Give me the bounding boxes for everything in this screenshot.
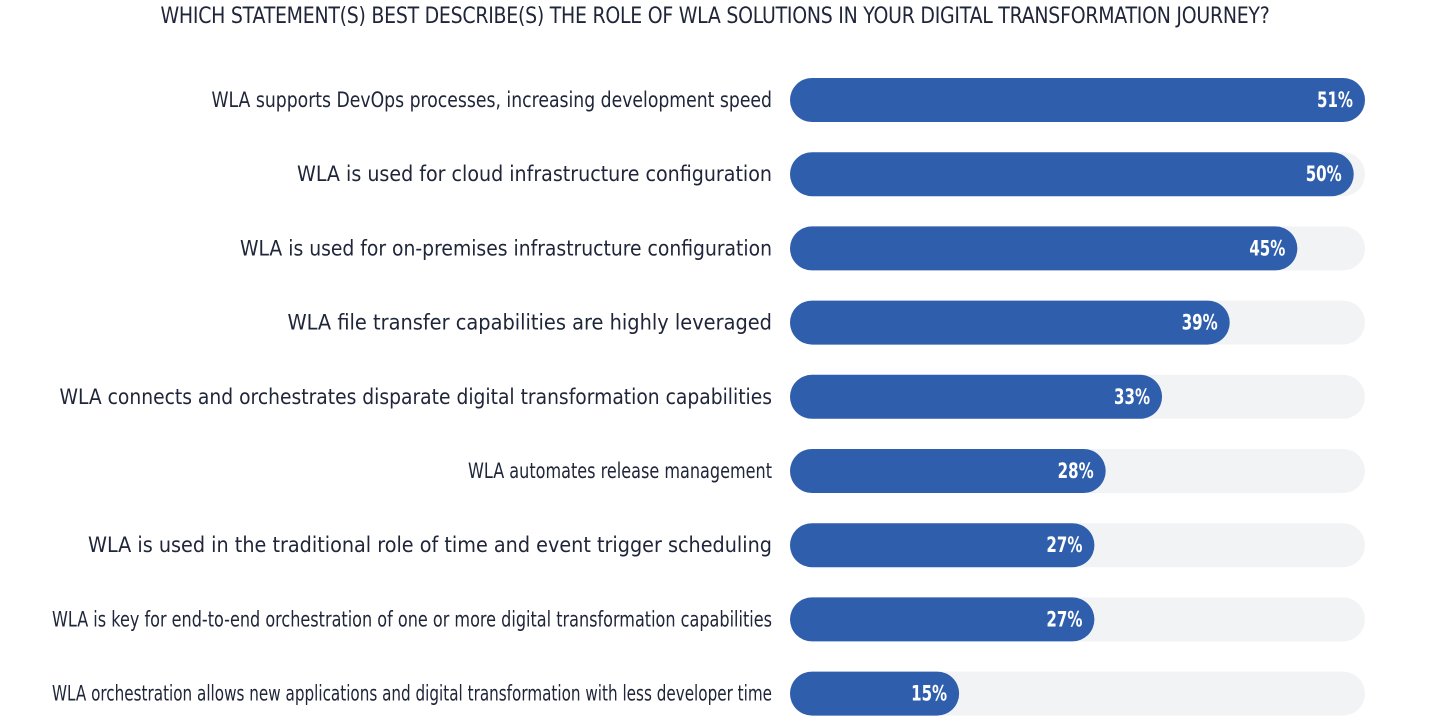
data-label: 51% (1317, 88, 1353, 112)
category-label: WLA orchestration allows new application… (52, 682, 772, 706)
category-label: WLA is used for on-premises infrastructu… (240, 236, 772, 260)
bar (790, 523, 1095, 568)
bar (790, 78, 1365, 122)
category-label: WLA file transfer capabilities are highl… (288, 311, 773, 335)
bar (790, 449, 1106, 493)
data-label: 39% (1182, 311, 1218, 335)
bar (790, 597, 1095, 642)
category-label: WLA connects and orchestrates disparate … (60, 385, 773, 409)
bar (790, 226, 1298, 271)
data-label: 33% (1114, 385, 1150, 409)
bar (790, 374, 1163, 419)
bar (790, 671, 960, 716)
category-label: WLA automates release management (468, 459, 772, 483)
data-label: 45% (1249, 236, 1285, 260)
bar (790, 300, 1230, 345)
category-label: WLA is used for cloud infrastructure con… (297, 162, 772, 186)
data-label: 27% (1046, 607, 1082, 631)
data-label: 27% (1046, 533, 1082, 557)
chart-title: WHICH STATEMENT(S) BEST DESCRIBE(S) THE … (160, 4, 1270, 29)
data-label: 28% (1058, 459, 1094, 483)
data-label: 15% (911, 682, 947, 706)
bar (790, 152, 1354, 197)
data-label: 50% (1306, 162, 1342, 186)
category-label: WLA supports DevOps processes, increasin… (212, 88, 773, 112)
category-label: WLA is key for end-to-end orchestration … (52, 607, 772, 631)
category-label: WLA is used in the traditional role of t… (88, 533, 772, 557)
